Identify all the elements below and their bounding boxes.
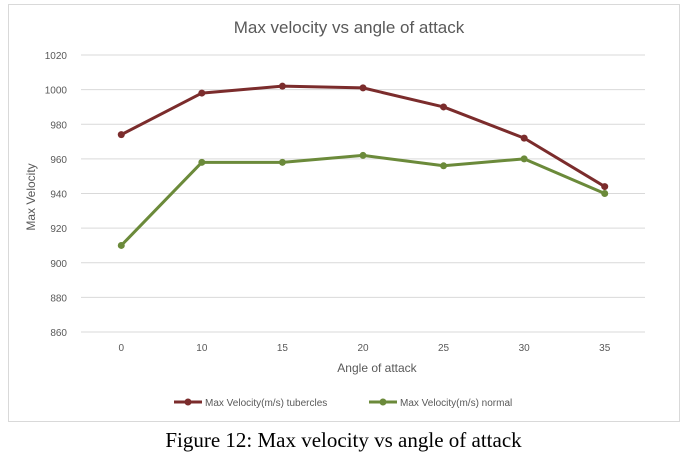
data-point xyxy=(117,131,125,139)
y-axis-ticks: 860 880 900 920 940 960 980 1000 1020 xyxy=(45,51,68,339)
x-axis-label: Angle of attack xyxy=(337,361,417,375)
data-point xyxy=(601,190,609,197)
chart-title: Max velocity vs angle of attack xyxy=(234,18,465,37)
legend-label: Max Velocity(m/s) normal xyxy=(400,398,512,409)
x-tick-label: 20 xyxy=(357,343,369,354)
series-layer xyxy=(117,82,609,249)
y-tick-label: 1000 xyxy=(45,86,68,97)
legend-label: Max Velocity(m/s) tubercles xyxy=(205,398,327,409)
y-tick-label: 880 xyxy=(50,293,67,304)
line-chart: Max velocity vs angle of attack 860 880 90… xyxy=(24,18,645,409)
series-tubercles xyxy=(117,82,609,191)
data-point xyxy=(198,89,206,97)
data-point xyxy=(359,84,367,92)
y-tick-label: 900 xyxy=(50,259,67,270)
series-line xyxy=(119,153,607,247)
y-tick-label: 1020 xyxy=(45,51,68,62)
x-tick-label: 35 xyxy=(599,343,611,354)
y-tick-label: 980 xyxy=(50,120,67,131)
legend-item-tubercles[interactable]: Max Velocity(m/s) tubercles xyxy=(174,398,327,409)
y-tick-label: 860 xyxy=(50,328,67,339)
legend[interactable]: Max Velocity(m/s) tubercles Max Velocity(… xyxy=(174,398,512,409)
data-point xyxy=(440,162,448,170)
series-normal xyxy=(117,151,609,249)
data-point xyxy=(359,151,367,159)
legend-swatch-marker xyxy=(379,398,387,406)
gridlines xyxy=(81,54,645,333)
data-point xyxy=(520,134,528,142)
data-point xyxy=(601,183,609,191)
y-axis-label: Max Velocity xyxy=(24,163,38,230)
data-point xyxy=(198,158,206,166)
data-point xyxy=(117,241,125,249)
x-tick-label: 25 xyxy=(438,343,450,354)
chart-frame: Max velocity vs angle of attack 860 880 90… xyxy=(8,4,680,422)
x-axis-ticks: 0 10 15 20 25 30 35 xyxy=(119,343,611,354)
data-point xyxy=(520,155,528,163)
x-tick-label: 30 xyxy=(519,343,531,354)
legend-swatch-marker xyxy=(184,398,192,406)
figure-caption: Figure 12: Max velocity vs angle of atta… xyxy=(165,428,522,452)
data-point xyxy=(278,158,286,166)
data-point xyxy=(278,82,286,90)
y-tick-label: 960 xyxy=(50,155,67,166)
y-tick-label: 940 xyxy=(50,190,67,201)
x-tick-label: 15 xyxy=(277,343,289,354)
x-tick-label: 10 xyxy=(196,343,208,354)
legend-item-normal[interactable]: Max Velocity(m/s) normal xyxy=(369,398,512,409)
x-tick-label: 0 xyxy=(119,343,125,354)
data-point xyxy=(440,103,448,111)
y-tick-label: 920 xyxy=(50,224,67,235)
